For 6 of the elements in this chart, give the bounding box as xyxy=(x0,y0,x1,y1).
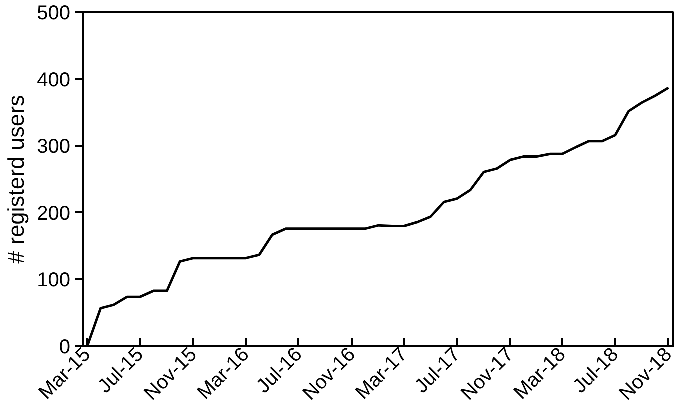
y-tick-label: 400 xyxy=(37,69,71,92)
y-tick-label: 300 xyxy=(37,136,71,158)
y-tick-label: 200 xyxy=(37,202,71,225)
y-tick-label: 500 xyxy=(37,2,71,24)
y-axis-title: # registerd users xyxy=(3,95,30,264)
y-tick-label: 100 xyxy=(37,270,71,292)
